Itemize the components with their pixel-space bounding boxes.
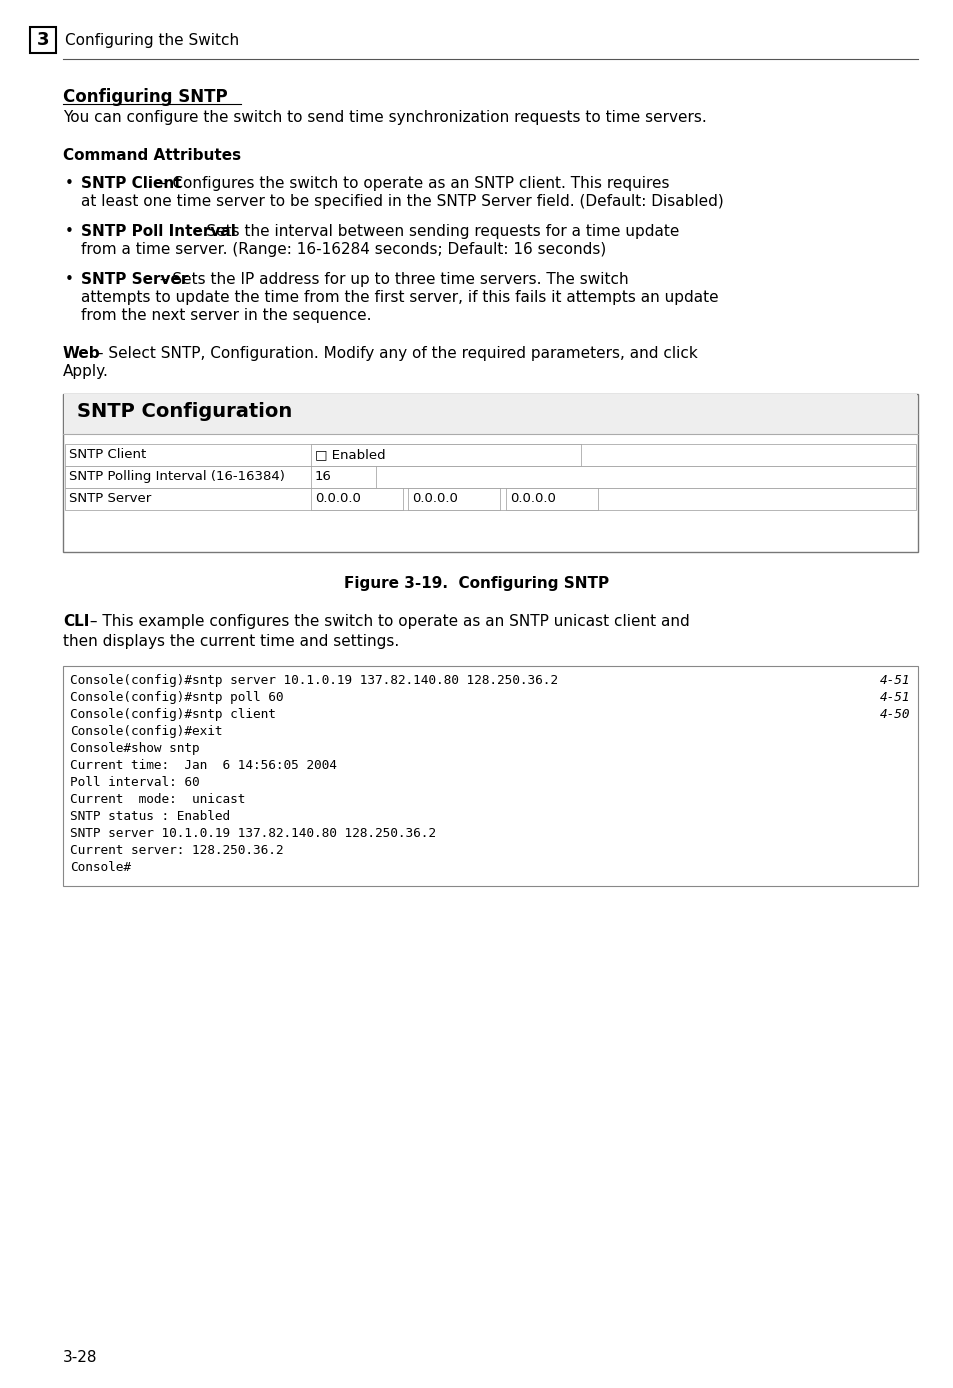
Text: SNTP Configuration: SNTP Configuration (77, 403, 292, 421)
Text: Current time:  Jan  6 14:56:05 2004: Current time: Jan 6 14:56:05 2004 (70, 759, 336, 772)
Text: SNTP Server: SNTP Server (81, 272, 188, 287)
Text: Current server: 128.250.36.2: Current server: 128.250.36.2 (70, 844, 283, 856)
Text: Console#: Console# (70, 861, 131, 874)
Text: 0.0.0.0: 0.0.0.0 (412, 491, 457, 505)
Text: SNTP Client: SNTP Client (69, 448, 146, 461)
Text: CLI: CLI (63, 613, 90, 629)
Text: Web: Web (63, 346, 100, 361)
Text: SNTP Client: SNTP Client (81, 176, 181, 192)
Text: SNTP Poll Interval: SNTP Poll Interval (81, 223, 235, 239)
Bar (65, 466, 915, 489)
Text: SNTP Polling Interval (16-16384): SNTP Polling Interval (16-16384) (69, 471, 285, 483)
Bar (311, 489, 402, 509)
Text: Console(config)#sntp server 10.1.0.19 137.82.140.80 128.250.36.2: Console(config)#sntp server 10.1.0.19 13… (70, 675, 558, 687)
Text: – This example configures the switch to operate as an SNTP unicast client and: – This example configures the switch to … (85, 613, 689, 629)
Text: 4-51: 4-51 (879, 691, 909, 704)
Text: Console(config)#exit: Console(config)#exit (70, 725, 222, 738)
Text: then displays the current time and settings.: then displays the current time and setti… (63, 634, 399, 650)
Bar (63, 394, 917, 552)
Text: □ Enabled: □ Enabled (314, 448, 385, 461)
Text: Console(config)#sntp client: Console(config)#sntp client (70, 708, 275, 720)
Text: 0.0.0.0: 0.0.0.0 (314, 491, 360, 505)
Text: attempts to update the time from the first server, if this fails it attempts an : attempts to update the time from the fir… (81, 290, 718, 305)
Text: Current  mode:  unicast: Current mode: unicast (70, 793, 245, 806)
Bar (311, 466, 375, 489)
Text: from the next server in the sequence.: from the next server in the sequence. (81, 308, 371, 323)
Bar (30, 26, 56, 53)
Text: Console#show sntp: Console#show sntp (70, 743, 199, 755)
Text: 0.0.0.0: 0.0.0.0 (510, 491, 556, 505)
Bar (63, 666, 917, 886)
Bar (311, 444, 580, 466)
Text: – Select SNTP, Configuration. Modify any of the required parameters, and click: – Select SNTP, Configuration. Modify any… (91, 346, 697, 361)
Bar (65, 489, 915, 509)
Text: You can configure the switch to send time synchronization requests to time serve: You can configure the switch to send tim… (63, 110, 706, 125)
Text: Figure 3-19.  Configuring SNTP: Figure 3-19. Configuring SNTP (344, 576, 609, 591)
Text: Command Attributes: Command Attributes (63, 149, 241, 162)
Text: •: • (65, 223, 73, 239)
Text: 4-51: 4-51 (879, 675, 909, 687)
Text: – Sets the IP address for up to three time servers. The switch: – Sets the IP address for up to three ti… (154, 272, 628, 287)
Bar (65, 444, 915, 466)
Text: 4-50: 4-50 (879, 708, 909, 720)
Text: Configuring SNTP: Configuring SNTP (63, 87, 228, 105)
Text: from a time server. (Range: 16-16284 seconds; Default: 16 seconds): from a time server. (Range: 16-16284 sec… (81, 242, 605, 257)
Text: •: • (65, 176, 73, 192)
Bar (505, 489, 598, 509)
Text: 3: 3 (37, 31, 50, 49)
Text: Poll interval: 60: Poll interval: 60 (70, 776, 199, 788)
Text: •: • (65, 272, 73, 287)
Text: SNTP server 10.1.0.19 137.82.140.80 128.250.36.2: SNTP server 10.1.0.19 137.82.140.80 128.… (70, 827, 436, 840)
Text: – Sets the interval between sending requests for a time update: – Sets the interval between sending requ… (189, 223, 679, 239)
Text: 16: 16 (314, 471, 332, 483)
Bar (64, 394, 916, 434)
Text: SNTP Server: SNTP Server (69, 491, 152, 505)
Text: 3-28: 3-28 (63, 1351, 97, 1364)
Bar (408, 489, 499, 509)
Text: Apply.: Apply. (63, 364, 109, 379)
Text: SNTP status : Enabled: SNTP status : Enabled (70, 811, 230, 823)
Text: Configuring the Switch: Configuring the Switch (65, 32, 239, 47)
Text: Console(config)#sntp poll 60: Console(config)#sntp poll 60 (70, 691, 283, 704)
Text: at least one time server to be specified in the SNTP Server field. (Default: Dis: at least one time server to be specified… (81, 194, 723, 210)
Text: – Configures the switch to operate as an SNTP client. This requires: – Configures the switch to operate as an… (154, 176, 669, 192)
